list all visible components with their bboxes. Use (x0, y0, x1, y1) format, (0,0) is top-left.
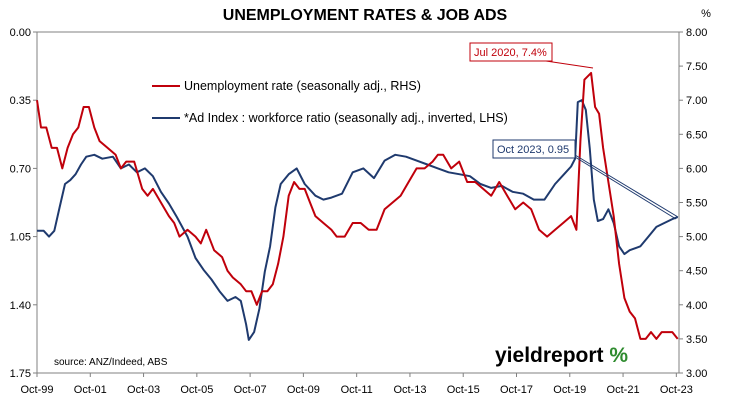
chart-title: UNEMPLOYMENT RATES & JOB ADS (223, 7, 508, 24)
right-tick-label: 6.00 (686, 163, 707, 175)
right-tick-label: 6.50 (686, 129, 707, 141)
x-tick-label: Oct-99 (20, 384, 53, 396)
right-tick-label: 3.00 (686, 368, 707, 380)
brand-wordmark: yieldreport % (495, 344, 628, 367)
brand-name: yieldreport (495, 344, 604, 367)
brand-symbol: % (609, 344, 628, 367)
right-axis-unit: % (701, 8, 711, 20)
left-tick-label: 1.75 (10, 368, 31, 380)
x-tick-label: Oct-19 (553, 384, 586, 396)
annotations: Jul 2020, 7.4% Oct 2023, 0.95 (469, 42, 679, 220)
series-line-ad-index (37, 99, 679, 341)
right-tick-label: 4.00 (686, 300, 707, 312)
right-tick-label: 4.50 (686, 266, 707, 278)
right-tick-label: 7.50 (686, 61, 707, 73)
left-tick-label: 0.70 (10, 163, 31, 175)
x-tick-label: Oct-23 (660, 384, 693, 396)
annotation-leader-oct-2023-b (574, 156, 677, 220)
x-tick-label: Oct-09 (287, 384, 320, 396)
left-tick-label: 1.40 (10, 300, 31, 312)
x-tick-label: Oct-13 (393, 384, 426, 396)
x-tick-label: Oct-21 (607, 384, 640, 396)
x-axis: Oct-99 Oct-01 Oct-03 Oct-05 Oct-07 Oct-09 Oct-… (20, 373, 693, 396)
annotation-leader-jul-2020 (545, 60, 594, 69)
annotation-label-jul-2020: Jul 2020, 7.4% (474, 47, 547, 59)
right-tick-label: 8.00 (686, 27, 707, 39)
left-tick-label: 0.00 (10, 27, 31, 39)
brand-logo: yieldreport % (495, 344, 628, 367)
right-tick-label: 3.50 (686, 334, 707, 346)
right-axis: 8.00 7.50 7.00 6.50 6.00 5.50 5.00 4.50 4.00 3.50… (679, 27, 707, 380)
annotation-label-oct-2023: Oct 2023, 0.95 (497, 144, 569, 156)
series-line-unemployment (36, 71, 679, 340)
left-tick-label: 1.05 (10, 232, 31, 244)
series-lines (36, 71, 679, 341)
x-tick-label: Oct-17 (500, 384, 533, 396)
x-tick-label: Oct-03 (127, 384, 160, 396)
x-tick-label: Oct-11 (341, 384, 373, 396)
right-tick-label: 5.50 (686, 198, 707, 210)
plot-area (36, 31, 680, 374)
source-note: source: ANZ/Indeed, ABS (54, 357, 168, 368)
x-tick-label: Oct-07 (234, 384, 267, 396)
left-tick-label: 0.35 (10, 95, 31, 107)
right-tick-label: 5.00 (686, 232, 707, 244)
legend-label-ad-index: *Ad Index : workforce ratio (seasonally … (184, 111, 508, 125)
left-axis: 0.00 0.35 0.70 1.05 1.40 1.75 (10, 27, 37, 380)
annotation-box-oct-2023 (492, 139, 576, 159)
annotation-box-jul-2020 (469, 42, 553, 62)
legend: Unemployment rate (seasonally adj., RHS)… (152, 79, 508, 125)
right-tick-label: 7.00 (686, 95, 707, 107)
x-tick-label: Oct-05 (180, 384, 213, 396)
annotation-leader-oct-2023-a (574, 154, 679, 218)
x-tick-label: Oct-15 (447, 384, 480, 396)
x-tick-label: Oct-01 (74, 384, 107, 396)
legend-label-unemployment: Unemployment rate (seasonally adj., RHS) (184, 79, 421, 93)
